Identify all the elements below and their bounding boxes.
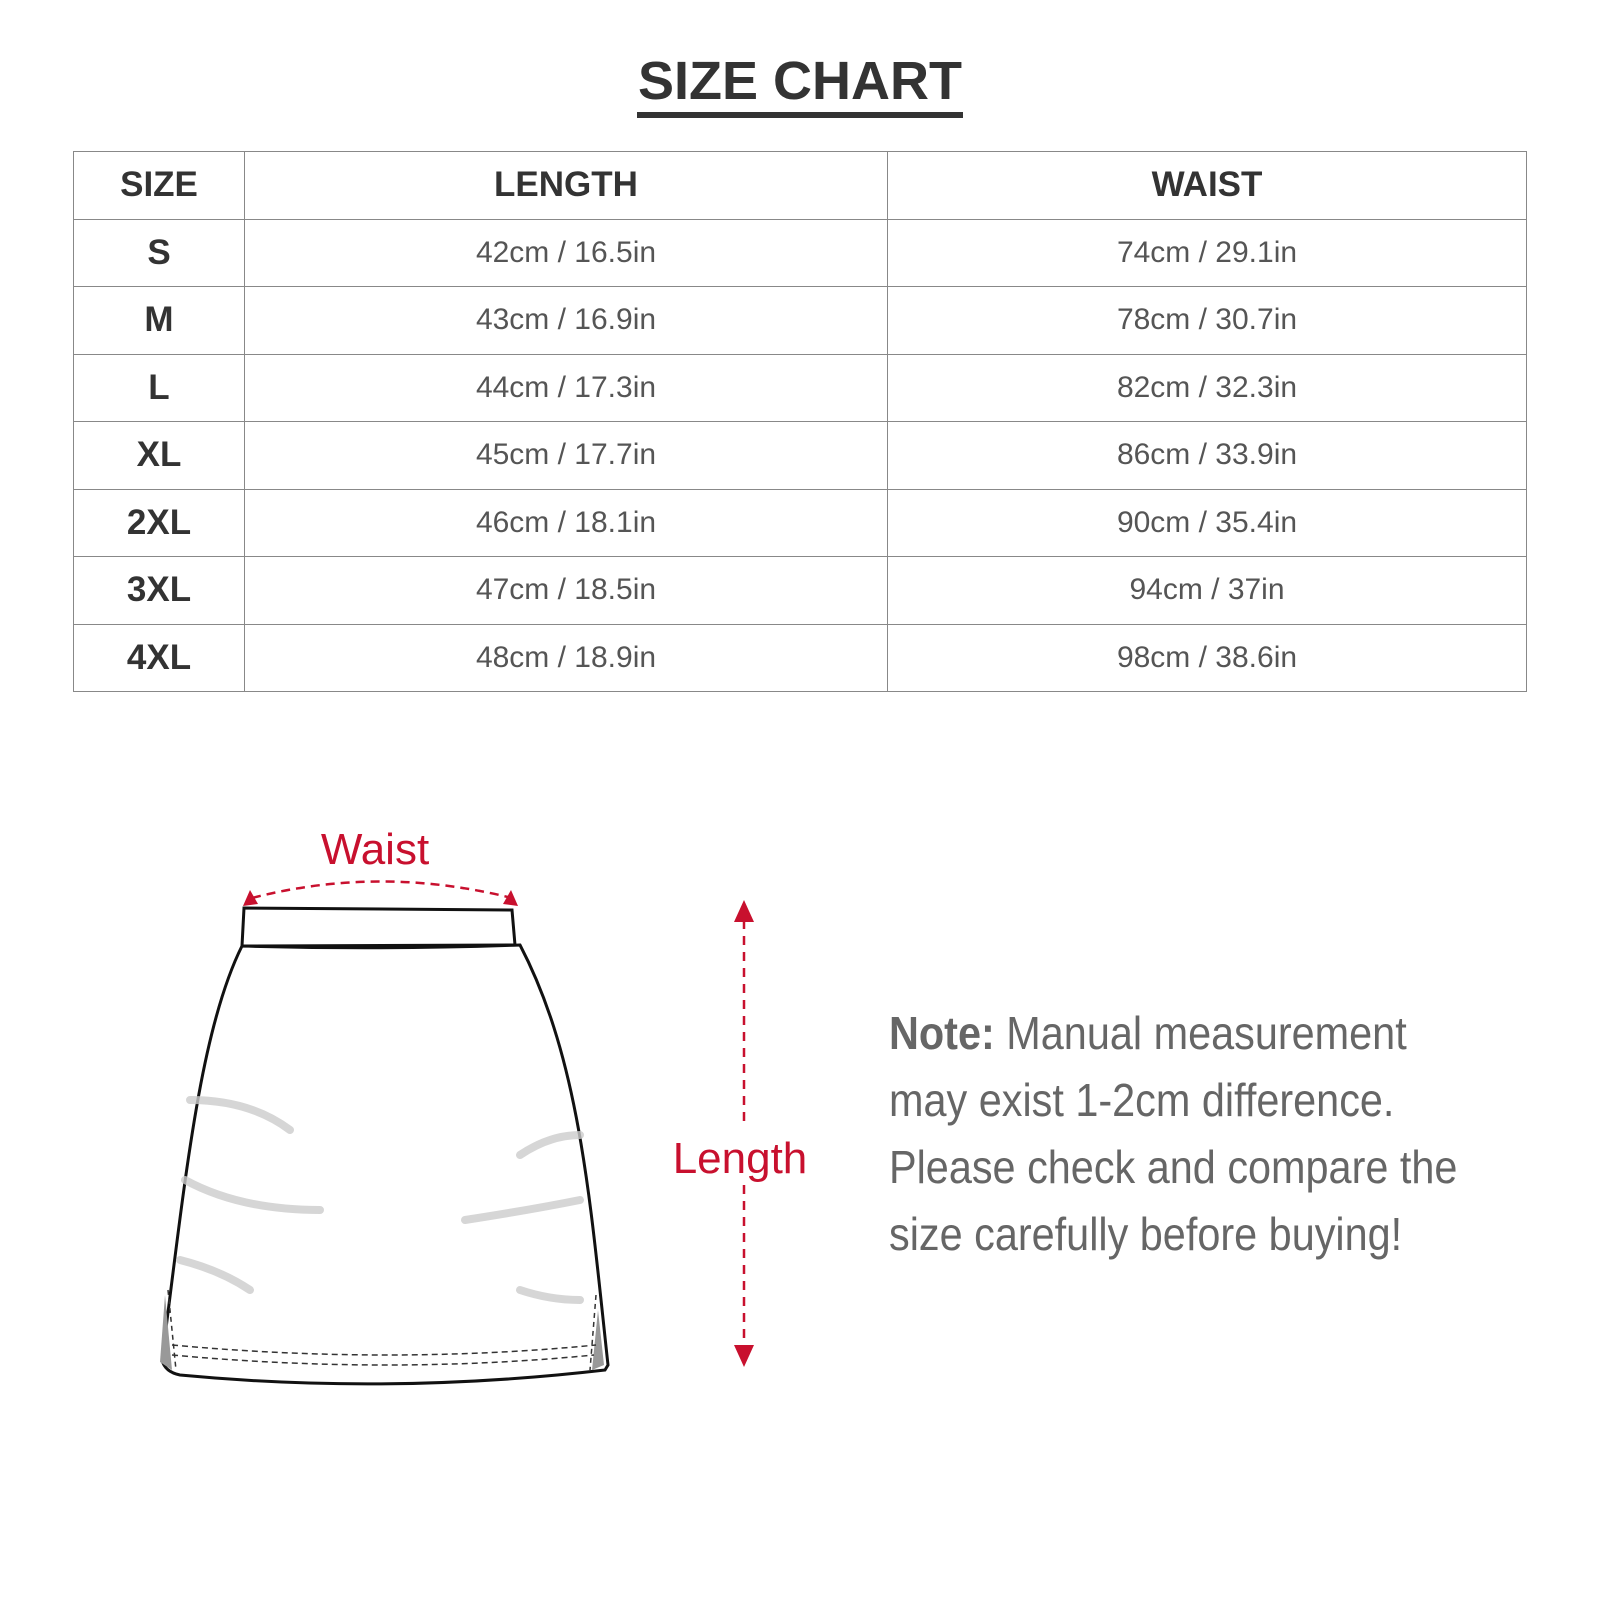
skirt-illustration [160, 906, 610, 1386]
cell-size: 4XL [73, 623, 245, 692]
table-row: 4XL 48cm / 18.9in 98cm / 38.6in [73, 623, 1527, 692]
cell-length: 42cm / 16.5in [244, 218, 888, 287]
cell-length: 45cm / 17.7in [244, 421, 888, 490]
arrow-down-icon [734, 1345, 754, 1367]
cell-waist: 90cm / 35.4in [887, 488, 1527, 557]
cell-waist: 98cm / 38.6in [887, 623, 1527, 692]
waist-measure: Waist [243, 825, 518, 906]
header-length: LENGTH [244, 151, 888, 220]
waist-label: Waist [321, 825, 429, 874]
note-label: Note: [889, 1007, 995, 1059]
cell-waist: 86cm / 33.9in [887, 421, 1527, 490]
table-row: M 43cm / 16.9in 78cm / 30.7in [73, 286, 1527, 355]
table-row: 2XL 46cm / 18.1in 90cm / 35.4in [73, 488, 1527, 557]
table-row: XL 45cm / 17.7in 86cm / 33.9in [73, 421, 1527, 490]
cell-length: 46cm / 18.1in [244, 488, 888, 557]
size-table: SIZE LENGTH WAIST S 42cm / 16.5in 74cm / 2… [73, 151, 1527, 692]
arrow-up-icon [734, 900, 754, 922]
note-text: Manual measurement may exist 1-2cm diffe… [889, 1007, 1458, 1260]
header-waist: WAIST [887, 151, 1527, 220]
cell-size: S [73, 218, 245, 287]
measurement-note: Note: Manual measurement may exist 1-2cm… [889, 1000, 1465, 1268]
table-row: S 42cm / 16.5in 74cm / 29.1in [73, 218, 1527, 287]
table-row: 3XL 47cm / 18.5in 94cm / 37in [73, 556, 1527, 625]
table-row: L 44cm / 17.3in 82cm / 32.3in [73, 353, 1527, 422]
page-title: SIZE CHART [0, 50, 1600, 118]
cell-size: M [73, 286, 245, 355]
cell-size: 3XL [73, 556, 245, 625]
cell-waist: 94cm / 37in [887, 556, 1527, 625]
cell-waist: 74cm / 29.1in [887, 218, 1527, 287]
cell-length: 43cm / 16.9in [244, 286, 888, 355]
length-measure: Length [673, 900, 808, 1367]
header-size: SIZE [73, 151, 245, 220]
cell-length: 44cm / 17.3in [244, 353, 888, 422]
cell-length: 47cm / 18.5in [244, 556, 888, 625]
cell-waist: 78cm / 30.7in [887, 286, 1527, 355]
cell-size: L [73, 353, 245, 422]
table-header-row: SIZE LENGTH WAIST [73, 151, 1527, 220]
arrow-right-icon [503, 890, 518, 906]
cell-size: XL [73, 421, 245, 490]
arrow-left-icon [243, 890, 258, 906]
cell-size: 2XL [73, 488, 245, 557]
length-label: Length [673, 1134, 808, 1183]
cell-waist: 82cm / 32.3in [887, 353, 1527, 422]
cell-length: 48cm / 18.9in [244, 623, 888, 692]
